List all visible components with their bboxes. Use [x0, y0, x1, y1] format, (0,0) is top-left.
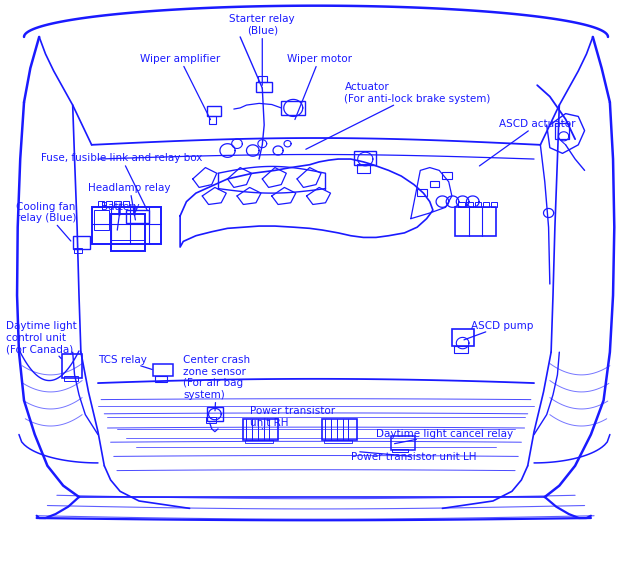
- Bar: [245, 440, 273, 443]
- Bar: [126, 210, 149, 223]
- Text: Center crash
zone sensor
(For air bag
system): Center crash zone sensor (For air bag sy…: [183, 355, 250, 411]
- Text: Fuse, fusible link and relay box: Fuse, fusible link and relay box: [41, 153, 202, 211]
- Text: Daytime light
control unit
(For Canada): Daytime light control unit (For Canada): [6, 321, 77, 358]
- Bar: [106, 201, 112, 207]
- Text: Battery: Battery: [101, 202, 140, 230]
- Bar: [206, 417, 216, 423]
- Text: Starter relay
(Blue): Starter relay (Blue): [229, 14, 295, 85]
- Bar: [466, 202, 473, 207]
- Bar: [258, 76, 267, 82]
- Bar: [322, 419, 357, 440]
- Text: Headlamp relay: Headlamp relay: [88, 183, 171, 220]
- Text: Power transistor unit LH: Power transistor unit LH: [351, 452, 477, 462]
- Text: Daytime light cancel relay: Daytime light cancel relay: [376, 429, 513, 444]
- Bar: [430, 181, 439, 187]
- Bar: [555, 123, 569, 139]
- Text: Wiper motor: Wiper motor: [287, 54, 351, 119]
- Bar: [491, 202, 497, 207]
- Text: Power transistor
unit RH: Power transistor unit RH: [250, 406, 335, 429]
- Bar: [458, 202, 465, 207]
- Bar: [73, 236, 90, 249]
- Text: ASCD actuator: ASCD actuator: [480, 119, 576, 166]
- Text: Actuator
(For anti-lock brake system): Actuator (For anti-lock brake system): [306, 82, 491, 149]
- Bar: [452, 329, 474, 346]
- Bar: [114, 201, 121, 207]
- Bar: [74, 248, 82, 253]
- Text: TCS relay: TCS relay: [98, 355, 152, 370]
- Bar: [454, 346, 468, 353]
- Bar: [94, 210, 109, 230]
- Bar: [153, 364, 173, 376]
- Text: ASCD pump: ASCD pump: [464, 321, 533, 340]
- Bar: [155, 376, 167, 382]
- Bar: [483, 202, 489, 207]
- Bar: [442, 172, 452, 179]
- Bar: [281, 101, 305, 115]
- Bar: [98, 201, 104, 207]
- Bar: [209, 116, 216, 124]
- Bar: [324, 440, 352, 443]
- Bar: [207, 407, 223, 421]
- Bar: [64, 376, 78, 381]
- Bar: [417, 189, 427, 196]
- Text: Cooling fan
relay (Blue): Cooling fan relay (Blue): [16, 202, 76, 241]
- Bar: [111, 214, 145, 251]
- Bar: [123, 201, 129, 207]
- Bar: [243, 419, 278, 440]
- Text: Wiper amplifier: Wiper amplifier: [140, 54, 220, 120]
- Bar: [62, 354, 82, 378]
- Bar: [354, 151, 376, 165]
- Bar: [475, 202, 481, 207]
- Bar: [357, 164, 370, 173]
- Bar: [256, 82, 272, 92]
- Bar: [392, 449, 408, 452]
- Bar: [391, 436, 415, 450]
- Bar: [207, 106, 221, 116]
- Bar: [455, 207, 496, 236]
- Bar: [92, 207, 161, 244]
